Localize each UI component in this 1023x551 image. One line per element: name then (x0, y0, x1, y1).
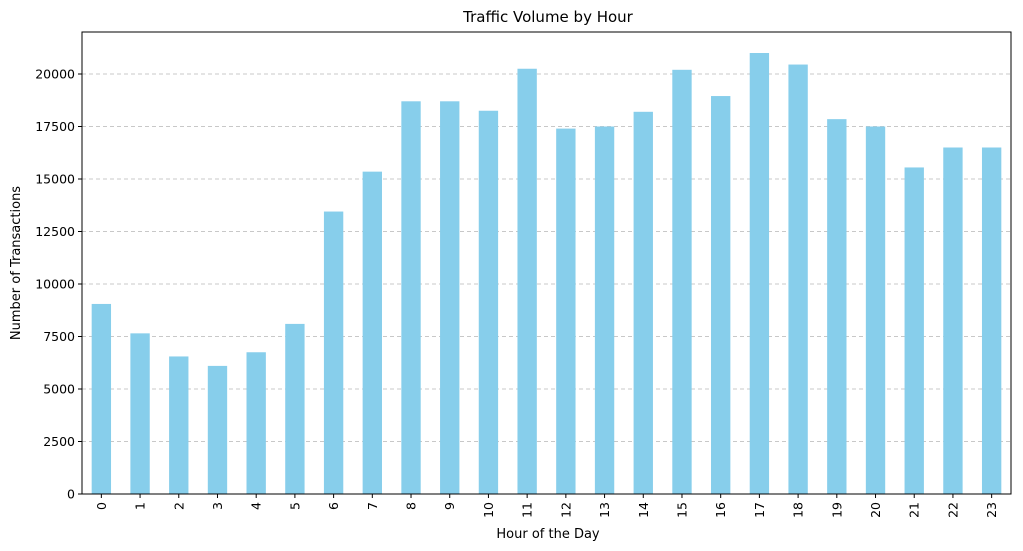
y-tick-label: 10000 (35, 277, 75, 292)
y-tick-label: 2500 (43, 434, 75, 449)
x-tick-label: 12 (558, 502, 573, 518)
y-tick-label: 12500 (35, 224, 75, 239)
x-tick-label: 10 (481, 502, 496, 518)
x-axis-ticks: 0 1 2 3 4 5 6 7 8 9 10 11 12 13 14 15 16 17 18 19 20 21 22 23 (94, 494, 999, 518)
x-tick-label: 21 (907, 502, 922, 518)
bar-hour-20 (865, 126, 886, 494)
bar-hour-7 (362, 171, 382, 494)
x-tick-label: 11 (520, 502, 535, 518)
x-tick-label: 17 (752, 502, 767, 518)
y-axis-ticks: 0 2500 5000 7500 10000 12500 15000 17500 20000 (35, 67, 82, 502)
bar-hour-13 (594, 126, 615, 494)
bars (91, 53, 1002, 495)
plot-frame (81, 31, 1012, 495)
chart-title: Traffic Volume by Hour (462, 8, 634, 26)
bar-hour-8 (401, 101, 421, 495)
bar-hour-22 (943, 147, 963, 494)
bar-hour-2 (169, 356, 189, 494)
bar-hour-9 (440, 101, 460, 495)
grid-lines (82, 73, 1011, 495)
y-tick-label: 5000 (43, 382, 75, 397)
x-tick-label: 15 (674, 502, 689, 518)
bar-hour-12 (556, 128, 576, 494)
x-tick-label: 4 (249, 502, 264, 510)
y-tick-label: 7500 (43, 329, 75, 344)
bar-hour-15 (672, 69, 692, 495)
y-tick-label: 15000 (35, 172, 75, 187)
bar-hour-18 (788, 64, 808, 495)
x-tick-label: 8 (404, 502, 419, 510)
y-tick-label: 20000 (35, 67, 75, 82)
bar-hour-10 (478, 110, 499, 494)
bar-hour-23 (981, 147, 1002, 494)
x-tick-label: 23 (984, 502, 999, 518)
x-tick-label: 1 (133, 502, 148, 510)
bar-hour-21 (904, 167, 924, 494)
y-axis-title: Number of Transactions (9, 186, 24, 340)
bar-hour-16 (711, 96, 731, 495)
x-tick-label: 9 (442, 502, 457, 510)
x-tick-label: 5 (287, 502, 302, 510)
bar-hour-14 (633, 111, 653, 495)
bar-hour-4 (246, 352, 266, 494)
x-tick-label: 18 (791, 502, 806, 518)
y-tick-label: 17500 (35, 119, 75, 134)
x-tick-label: 0 (94, 502, 109, 510)
x-tick-label: 16 (713, 502, 728, 518)
x-tick-label: 3 (210, 502, 225, 510)
bar-hour-6 (323, 211, 344, 495)
bar-hour-5 (285, 323, 305, 494)
x-axis-title: Hour of the Day (496, 527, 600, 542)
bar-hour-0 (91, 303, 112, 494)
bar-hour-11 (517, 68, 537, 494)
x-tick-label: 14 (636, 502, 651, 518)
x-tick-label: 7 (365, 502, 380, 510)
x-tick-label: 13 (597, 502, 612, 518)
x-tick-label: 6 (326, 502, 341, 510)
y-tick-label: 0 (67, 487, 75, 502)
x-tick-label: 22 (945, 502, 960, 518)
bar-hour-1 (130, 333, 150, 494)
bar-hour-19 (827, 119, 847, 495)
x-tick-label: 20 (868, 502, 883, 518)
bar-hour-17 (749, 53, 770, 494)
x-tick-label: 19 (829, 502, 844, 518)
x-tick-label: 2 (171, 502, 186, 510)
bar-hour-3 (207, 365, 228, 494)
